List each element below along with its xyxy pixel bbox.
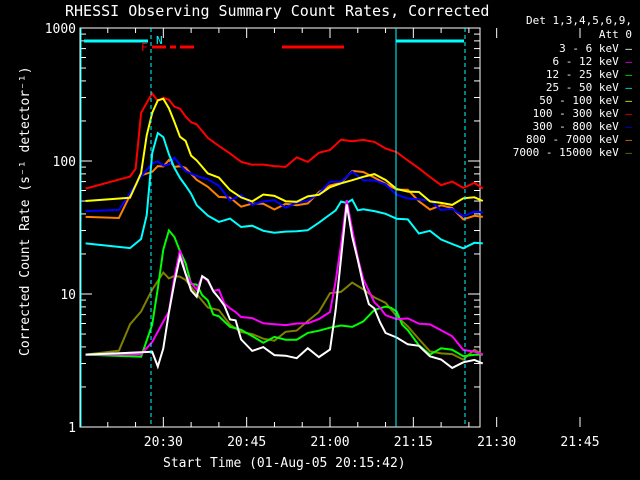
- legend-entry: 800 - 7000 keV —: [526, 133, 632, 146]
- series-line: [85, 158, 483, 221]
- x-tick-label: 20:45: [227, 435, 266, 450]
- plot-frame: [79, 27, 481, 428]
- y-tick-label: 1000: [45, 22, 76, 37]
- legend-entry: 6 - 12 keV —: [553, 55, 632, 68]
- series-line: [85, 155, 483, 218]
- legend-swatch: —: [625, 42, 632, 55]
- legend-swatch: —: [625, 120, 632, 133]
- y-tick-label: 1: [68, 421, 76, 436]
- y-axis-label: Corrected Count Rate (s⁻¹ detector⁻¹): [18, 66, 33, 356]
- legend-entry-label: 50 - 100 keV: [539, 94, 626, 107]
- series-line: [85, 228, 483, 358]
- x-tick-label: 21:15: [394, 435, 433, 450]
- legend-entry: 100 - 300 keV —: [533, 107, 632, 120]
- legend-entry: 50 - 100 keV —: [539, 94, 632, 107]
- legend-entry: 25 - 50 keV —: [546, 81, 632, 94]
- x-axis-label: Start Time (01-Aug-05 20:15:42): [163, 456, 406, 471]
- x-tick-label: 21:45: [560, 435, 599, 450]
- legend-entry-label: 6 - 12 keV: [552, 55, 626, 68]
- chart-title: RHESSI Observing Summary Count Rates, Co…: [65, 2, 490, 20]
- legend-entry-label: 800 - 7000 keV: [526, 133, 626, 146]
- legend-entry: 3 - 6 keV —: [559, 42, 632, 55]
- legend-header-attenuator: Att 0: [598, 28, 632, 41]
- legend-entry: 12 - 25 keV —: [546, 68, 632, 81]
- legend-swatch: —: [625, 81, 632, 94]
- legend-swatch: —: [625, 107, 632, 120]
- y-tick-label: 10: [60, 288, 76, 303]
- legend-entry-label: 300 - 800 keV: [532, 120, 626, 133]
- y-tick-label: 100: [53, 155, 76, 170]
- series-line: [85, 271, 484, 361]
- legend-entry: 300 - 800 keV —: [533, 120, 632, 133]
- legend-swatch: —: [625, 68, 632, 81]
- legend-entry-label: 12 - 25 keV: [545, 68, 626, 81]
- legend-entry-label: 7000 - 15000 keV: [512, 146, 626, 159]
- series-line: [85, 204, 484, 370]
- legend-swatch: —: [625, 55, 632, 68]
- flag-label-f: F: [141, 41, 148, 54]
- legend-entry-label: 3 - 6 keV: [559, 42, 626, 55]
- legend-entry: 7000 - 15000 keV —: [513, 146, 632, 159]
- series-line: [85, 131, 483, 250]
- legend-header-detectors: Det 1,3,4,5,6,9,: [526, 14, 632, 27]
- legend-entry-label: 25 - 50 keV: [545, 81, 626, 94]
- series-line: [85, 97, 484, 206]
- x-tick-label: 21:00: [310, 435, 349, 450]
- legend-entry-label: 100 - 300 keV: [532, 107, 626, 120]
- x-tick-label: 20:30: [144, 435, 183, 450]
- legend-swatch: —: [625, 146, 632, 159]
- legend-swatch: —: [625, 94, 632, 107]
- legend-swatch: —: [625, 133, 632, 146]
- x-tick-label: 21:30: [477, 435, 516, 450]
- flag-label-n: N: [156, 34, 163, 47]
